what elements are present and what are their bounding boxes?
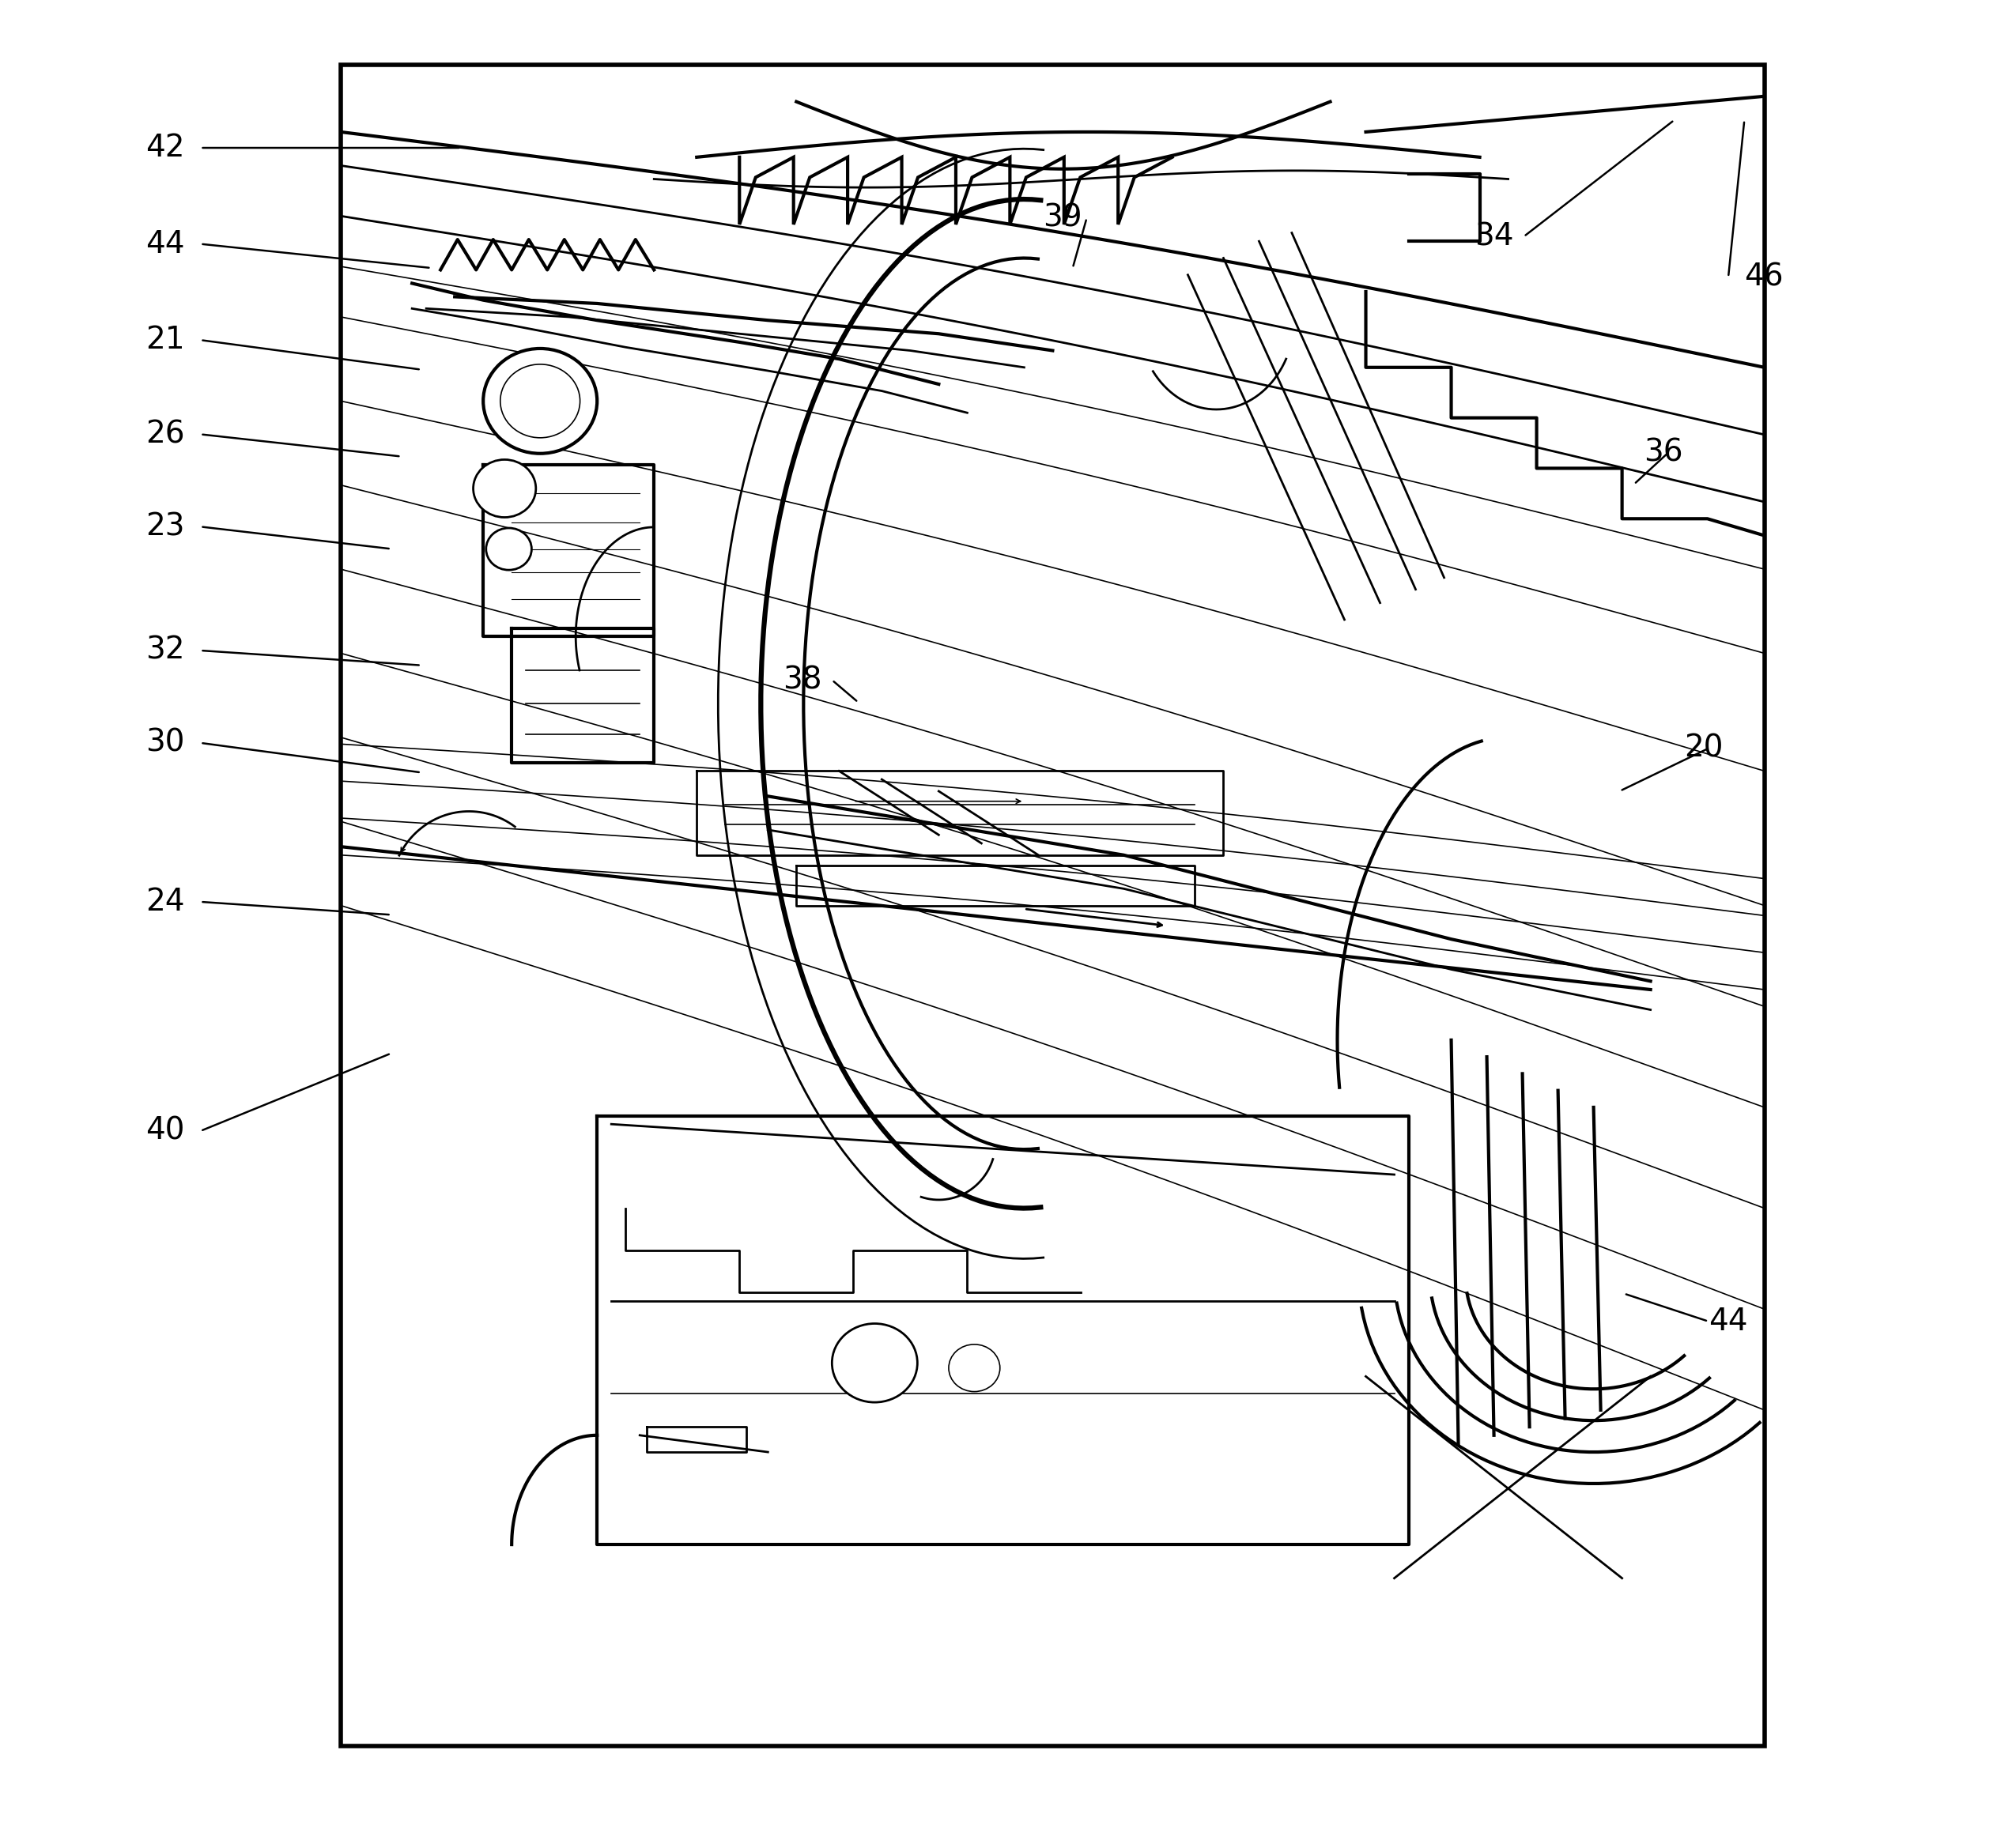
Text: 21: 21: [144, 325, 184, 355]
Text: 46: 46: [1744, 262, 1784, 292]
Text: 26: 26: [144, 419, 184, 449]
Text: 39: 39: [1043, 203, 1083, 233]
Circle shape: [832, 1323, 918, 1403]
Text: 36: 36: [1644, 438, 1684, 468]
Circle shape: [485, 529, 531, 569]
Circle shape: [473, 460, 535, 517]
Text: 32: 32: [144, 636, 184, 665]
Circle shape: [501, 364, 579, 438]
Text: 24: 24: [144, 887, 184, 917]
Bar: [341, 65, 1764, 1746]
Circle shape: [483, 349, 597, 453]
Text: 40: 40: [144, 1116, 184, 1146]
Text: 34: 34: [1474, 222, 1514, 251]
Text: 20: 20: [1684, 734, 1724, 763]
Circle shape: [948, 1343, 1000, 1392]
Text: 42: 42: [144, 133, 184, 163]
Text: 44: 44: [144, 229, 184, 259]
Text: 44: 44: [1708, 1307, 1748, 1336]
Text: 23: 23: [144, 512, 184, 541]
Text: 30: 30: [144, 728, 184, 758]
Text: 38: 38: [782, 665, 822, 695]
